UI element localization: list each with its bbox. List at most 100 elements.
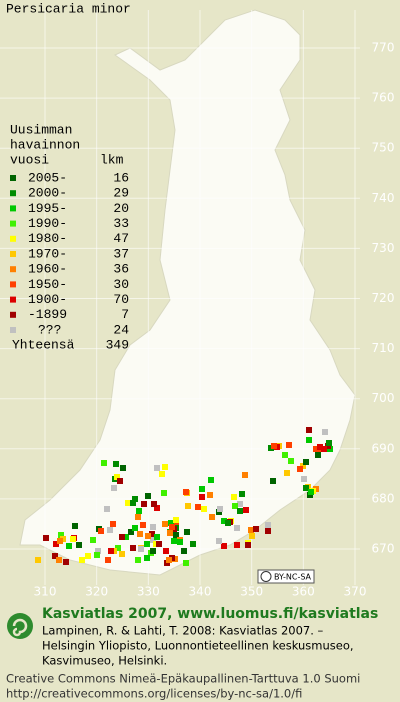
legend-count: 37: [113, 246, 129, 261]
x-grid-label: 350: [240, 585, 263, 599]
legend-count: 47: [113, 231, 129, 246]
x-grid-label: 360: [292, 585, 315, 599]
badge-text: BY-NC-SA: [274, 573, 312, 582]
record-square: [156, 541, 162, 547]
legend-label: 1960-: [28, 262, 67, 277]
record-square: [286, 442, 292, 448]
record-square: [35, 557, 41, 563]
record-square: [150, 548, 156, 554]
record-square: [56, 557, 62, 563]
record-square: [150, 537, 156, 543]
record-square: [185, 503, 191, 509]
record-square: [128, 529, 134, 535]
record-square: [167, 530, 173, 536]
record-square: [154, 465, 160, 471]
legend-count: 30: [113, 277, 129, 292]
record-square: [149, 531, 155, 537]
y-grid-label: 690: [372, 441, 395, 455]
record-square: [181, 548, 187, 554]
record-square: [63, 559, 69, 565]
record-square: [144, 541, 150, 547]
legend-count: 70: [113, 292, 129, 307]
cc-icon: [260, 571, 272, 582]
legend-swatch: [10, 281, 16, 288]
record-square: [94, 552, 100, 558]
record-square: [144, 555, 150, 561]
logo-swirl: [12, 618, 28, 637]
record-square: [168, 520, 174, 526]
record-square: [303, 459, 309, 465]
y-grid-label: 750: [372, 141, 395, 155]
license-badge: BY-NC-SA: [257, 569, 315, 584]
record-square: [76, 542, 82, 548]
record-square: [110, 521, 116, 527]
record-square: [231, 494, 237, 500]
x-grid-label: 340: [189, 585, 212, 599]
y-grid-label: 680: [372, 491, 395, 505]
record-square: [234, 525, 240, 531]
y-grid-label: 720: [372, 291, 395, 305]
record-square: [120, 465, 126, 471]
license-line: http://creativecommons.org/licenses/by-n…: [6, 687, 302, 701]
legend-swatch: [10, 251, 16, 257]
record-square: [326, 440, 332, 446]
legend-swatch: [10, 205, 16, 212]
record-square: [183, 489, 189, 495]
legend-heading: vuosi: [10, 152, 49, 167]
legend-swatch: [10, 311, 16, 318]
legend-label: 1980-: [28, 231, 67, 246]
x-grid-label: 330: [137, 585, 160, 599]
legend-count: 20: [113, 201, 129, 216]
record-square: [239, 491, 245, 497]
record-square: [53, 541, 59, 547]
record-square: [85, 553, 91, 559]
legend-heading: havainnon: [10, 137, 80, 152]
legend-count: 29: [113, 186, 129, 201]
record-square: [57, 538, 63, 544]
legend-count: 7: [121, 307, 129, 322]
legend-label: 1950-: [28, 277, 67, 292]
footer-heading: Kasviatlas 2007, www.luomus.fi/kasviatla…: [42, 606, 378, 622]
species-title: Persicaria minor: [6, 1, 131, 16]
record-square: [108, 548, 114, 554]
record-square: [306, 427, 312, 433]
record-square: [145, 533, 151, 539]
record-square: [162, 521, 168, 527]
record-square: [101, 460, 107, 466]
x-grid-label: 370: [344, 585, 367, 599]
record-square: [195, 504, 201, 510]
record-square: [135, 557, 141, 563]
record-square: [315, 452, 321, 458]
record-square: [104, 506, 110, 512]
record-square: [130, 545, 136, 551]
legend-swatch: [10, 266, 16, 273]
legend-swatch: [10, 235, 16, 242]
record-square: [284, 470, 290, 476]
record-square: [248, 527, 254, 533]
legend-swatch: [10, 190, 16, 197]
record-square: [321, 446, 327, 452]
record-square: [90, 537, 96, 543]
record-square: [161, 490, 167, 496]
record-square: [58, 532, 64, 538]
record-square: [79, 557, 85, 563]
record-square: [154, 505, 160, 511]
record-square: [150, 524, 156, 530]
badge-frame: [257, 569, 315, 584]
legend-label: -1899: [28, 307, 67, 322]
record-square: [317, 444, 323, 450]
record-square: [245, 542, 251, 548]
record-square: [135, 514, 141, 520]
legend-label: 2005-: [28, 170, 67, 185]
record-square: [136, 508, 142, 514]
legend-label: 1900-: [28, 292, 67, 307]
record-square: [209, 514, 215, 520]
record-square: [111, 485, 117, 491]
record-square: [163, 548, 169, 554]
record-square: [159, 471, 165, 477]
legend-count: 36: [113, 262, 129, 277]
record-square: [234, 542, 240, 548]
